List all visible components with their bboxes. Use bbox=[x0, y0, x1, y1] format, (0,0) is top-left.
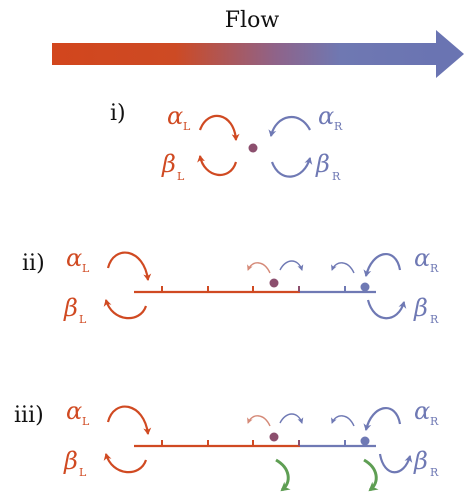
particle-dot bbox=[360, 282, 370, 292]
injection-right-arrow bbox=[268, 115, 311, 137]
svg-text:R: R bbox=[430, 466, 439, 479]
svg-text:R: R bbox=[332, 170, 341, 183]
beta-left-label: β L bbox=[63, 447, 87, 479]
beta-right-label: β R bbox=[413, 447, 439, 479]
escape-arrow bbox=[363, 458, 379, 492]
svg-text:L: L bbox=[183, 120, 191, 133]
svg-text:β: β bbox=[63, 447, 78, 475]
hop-left-arrow bbox=[247, 262, 271, 274]
alpha-left-label: α L bbox=[167, 102, 191, 133]
alpha-right-label: α R bbox=[414, 397, 439, 428]
hop-right-arrow bbox=[279, 413, 304, 424]
svg-text:α: α bbox=[414, 244, 430, 272]
lattice-ticks bbox=[161, 286, 346, 292]
svg-text:β: β bbox=[63, 294, 78, 322]
flow-arrow bbox=[52, 30, 464, 78]
svg-text:β: β bbox=[413, 447, 428, 475]
svg-text:L: L bbox=[79, 313, 87, 326]
svg-text:β: β bbox=[413, 294, 428, 322]
beta-right-label: β R bbox=[413, 294, 439, 326]
svg-text:L: L bbox=[82, 415, 90, 428]
injection-right-arrow bbox=[363, 252, 402, 277]
particle-dot bbox=[360, 436, 370, 446]
hop-right-arrow bbox=[279, 260, 304, 271]
svg-text:β: β bbox=[315, 150, 330, 178]
particle-dot bbox=[269, 278, 279, 288]
panel-i: i) α L β L α R β R bbox=[110, 101, 343, 183]
svg-text:α: α bbox=[66, 397, 82, 425]
svg-text:α: α bbox=[414, 397, 430, 425]
lattice-ticks bbox=[161, 440, 346, 446]
hop-left-arrow bbox=[331, 262, 355, 274]
panel-label-i: i) bbox=[110, 101, 126, 126]
injection-left-arrow bbox=[198, 114, 240, 141]
injection-right-arrow bbox=[363, 406, 402, 431]
hop-left-arrow bbox=[331, 415, 355, 427]
svg-text:L: L bbox=[79, 466, 87, 479]
extraction-right-arrow bbox=[366, 299, 407, 320]
particle-dot bbox=[269, 432, 279, 442]
particle-dot bbox=[248, 143, 258, 153]
escape-arrow bbox=[275, 458, 291, 492]
panel-ii: ii) α L β L α R β R bbox=[22, 244, 439, 326]
extraction-right-arrow bbox=[378, 453, 413, 474]
injection-left-arrow bbox=[106, 251, 152, 281]
extraction-left-arrow bbox=[103, 453, 148, 474]
alpha-left-label: α L bbox=[66, 397, 90, 428]
svg-text:L: L bbox=[82, 262, 90, 275]
svg-text:R: R bbox=[430, 313, 439, 326]
beta-right-label: β R bbox=[315, 150, 341, 183]
panel-label-ii: ii) bbox=[22, 251, 45, 276]
flow-title: Flow bbox=[225, 8, 280, 33]
extraction-left-arrow bbox=[103, 299, 148, 320]
beta-left-label: β L bbox=[161, 150, 185, 183]
alpha-left-label: α L bbox=[66, 244, 90, 275]
svg-text:L: L bbox=[177, 170, 185, 183]
hop-left-arrow bbox=[247, 415, 271, 427]
beta-left-label: β L bbox=[63, 294, 87, 326]
extraction-left-arrow bbox=[197, 155, 238, 177]
panel-iii: iii) α L β L α R β R bbox=[14, 397, 439, 492]
svg-text:α: α bbox=[318, 102, 334, 130]
svg-text:β: β bbox=[161, 150, 176, 178]
svg-text:α: α bbox=[167, 102, 183, 130]
extraction-right-arrow bbox=[270, 157, 313, 178]
svg-text:R: R bbox=[430, 262, 439, 275]
alpha-right-label: α R bbox=[414, 244, 439, 275]
svg-text:R: R bbox=[334, 120, 343, 133]
svg-text:α: α bbox=[66, 244, 82, 272]
alpha-right-label: α R bbox=[318, 102, 343, 133]
svg-text:R: R bbox=[430, 415, 439, 428]
injection-left-arrow bbox=[106, 405, 152, 435]
panel-label-iii: iii) bbox=[14, 403, 44, 428]
